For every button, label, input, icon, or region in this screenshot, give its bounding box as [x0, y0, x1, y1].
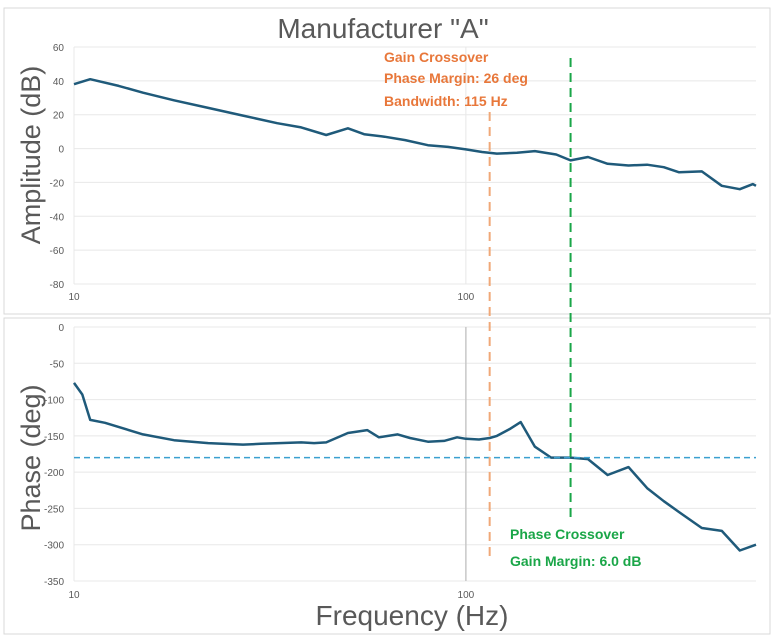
phase-crossover-annotation: Phase Crossover Gain Margin: 6.0 dB — [510, 526, 641, 569]
phase-y-tick-label: -150 — [44, 432, 64, 443]
gain-margin-label: Gain Margin: 6.0 dB — [510, 553, 641, 569]
amplitude-y-tick-label: -40 — [50, 212, 65, 223]
amplitude-y-tick-label: -60 — [50, 246, 65, 257]
amplitude-series-line — [73, 77, 757, 191]
phase-crossover-label: Phase Crossover — [510, 526, 625, 542]
gain-crossover-label: Gain Crossover — [384, 49, 489, 65]
phase-x-tick-label: 10 — [68, 590, 80, 601]
phase-y-tick-label: -300 — [44, 541, 64, 552]
amplitude-y-tick-label: 60 — [53, 43, 65, 54]
amplitude-x-tick-label: 100 — [458, 292, 475, 303]
amplitude-axis-label: Amplitude (dB) — [16, 66, 46, 245]
phase-y-tick-label: -350 — [44, 577, 64, 588]
amplitude-y-tick-label: 0 — [58, 145, 64, 156]
phase-y-tick-label: -100 — [44, 396, 64, 407]
gain-crossover-annotation: Gain Crossover Phase Margin: 26 deg Band… — [384, 49, 528, 109]
phase-y-tick-label: 0 — [58, 323, 64, 334]
amplitude-panel-frame — [3, 7, 771, 315]
phase-y-tick-label: -200 — [44, 468, 64, 479]
phase-panel-frame — [3, 317, 771, 635]
phase-margin-label: Phase Margin: 26 deg — [384, 70, 528, 86]
amplitude-y-tick-label: -80 — [50, 280, 65, 291]
phase-series-line — [72, 382, 757, 552]
amplitude-y-tick-label: 40 — [53, 77, 65, 88]
phase-x-tick-label: 100 — [458, 590, 475, 601]
phase-y-tick-label: -250 — [44, 504, 64, 515]
chart-title: Manufacturer "A" — [277, 13, 488, 44]
x-axis-label: Frequency (Hz) — [316, 600, 509, 631]
bandwidth-label: Bandwidth: 115 Hz — [384, 93, 508, 109]
phase-axis-label: Phase (deg) — [16, 384, 46, 531]
amplitude-x-tick-label: 10 — [68, 292, 80, 303]
amplitude-y-tick-label: 20 — [53, 111, 65, 122]
amplitude-y-tick-label: -20 — [50, 178, 65, 189]
phase-y-tick-label: -50 — [50, 359, 65, 370]
